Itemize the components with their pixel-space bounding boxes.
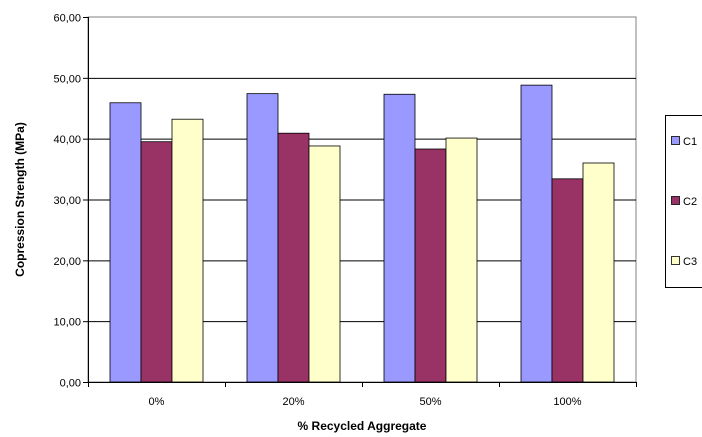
x-tick-label: 20% <box>282 396 304 408</box>
y-tick-label: 50,00 <box>53 73 81 85</box>
y-tick-label: 20,00 <box>53 256 81 268</box>
x-tick-label: 0% <box>149 396 165 408</box>
x-ticks: 0% 20% 50% 100% <box>88 382 637 408</box>
bar-c2-2 <box>414 148 447 383</box>
legend-swatch-c2 <box>671 196 680 205</box>
y-axis-title: Copression Strength (MPa) <box>13 122 27 277</box>
y-tick-label: 30,00 <box>53 195 81 207</box>
legend-swatch-c3 <box>671 256 680 265</box>
bars <box>109 84 615 383</box>
x-axis-title: % Recycled Aggregate <box>298 419 427 433</box>
y-tick-label: 60,00 <box>53 13 81 25</box>
x-tick-label: 50% <box>419 396 441 408</box>
y-tick-label: 40,00 <box>53 134 81 146</box>
bar-c3-3 <box>582 162 615 383</box>
bar-c3-0 <box>171 118 204 383</box>
legend-label-c2: C2 <box>683 196 697 208</box>
legend-swatch-c1 <box>671 136 680 145</box>
bar-c1-1 <box>246 93 279 383</box>
legend-label-c1: C1 <box>683 136 697 148</box>
y-tick-label: 10,00 <box>53 317 81 329</box>
bar-c1-2 <box>383 93 416 383</box>
y-ticks: 0,00 10,00 20,00 30,00 40,00 50,00 60,00 <box>53 13 88 390</box>
bar-c3-1 <box>308 145 341 383</box>
bar-c3-2 <box>445 137 478 383</box>
legend: C1 C2 C3 <box>665 115 702 288</box>
bar-c2-3 <box>551 178 584 383</box>
bar-c2-1 <box>277 132 310 383</box>
x-tick-label: 100% <box>553 396 581 408</box>
bar-c2-0 <box>140 141 173 383</box>
y-tick-label: 0,00 <box>60 378 81 390</box>
bar-c1-3 <box>520 84 553 383</box>
legend-label-c3: C3 <box>683 256 697 268</box>
bar-c1-0 <box>109 102 142 383</box>
